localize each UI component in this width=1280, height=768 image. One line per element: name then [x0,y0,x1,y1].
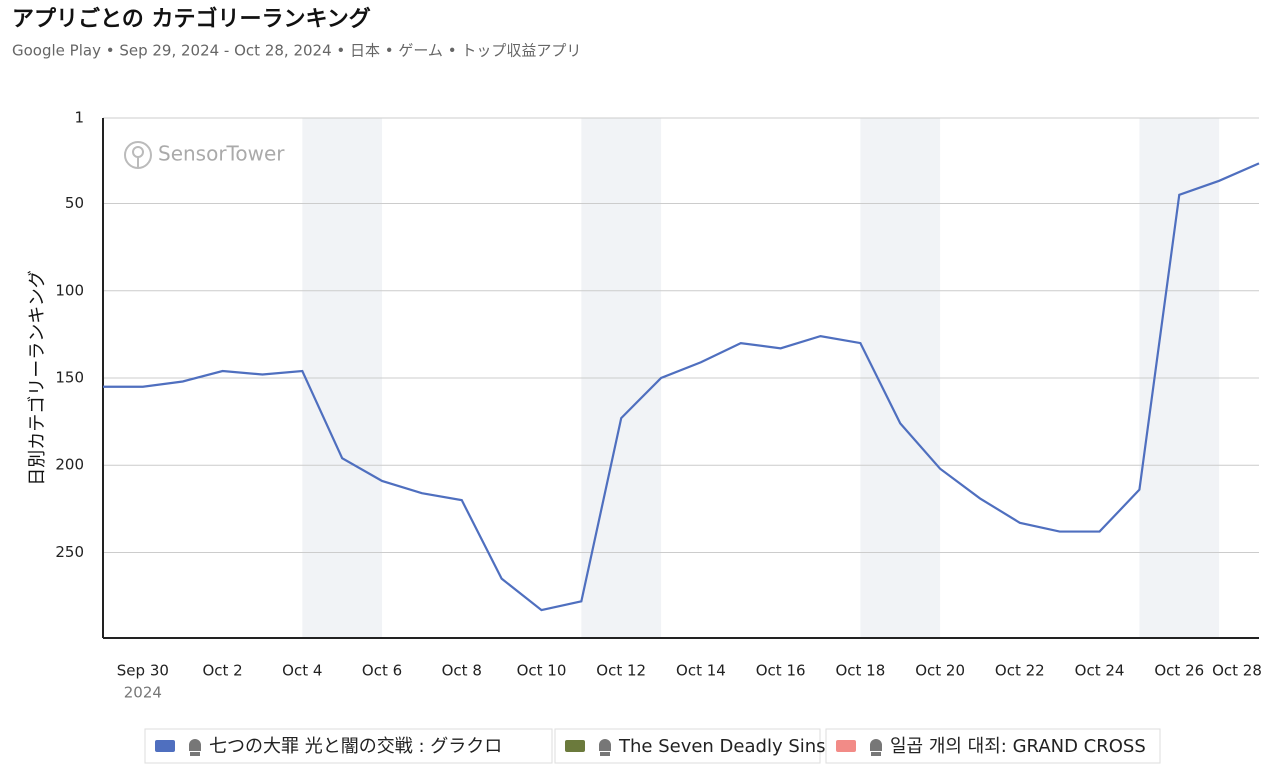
y-tick-label: 50 [65,194,84,212]
x-tick-label: Oct 10 [517,662,567,680]
legend-swatch [155,740,175,752]
x-tick-label: Oct 24 [1075,662,1125,680]
chart-subtitle: Google Play • Sep 29, 2024 - Oct 28, 202… [12,42,581,60]
x-tick-label: Oct 20 [915,662,965,680]
x-tick-label: Oct 4 [282,662,322,680]
android-icon [599,739,611,756]
x-tick-label: Oct 22 [995,662,1045,680]
watermark: SensorTower [158,142,285,166]
legend-swatch [565,740,585,752]
x-tick-label: Oct 6 [362,662,402,680]
y-tick-label: 250 [55,543,84,561]
chart-title: アプリごとの カテゴリーランキング [12,6,371,32]
android-icon [870,739,882,756]
x-tick-label: Oct 26 [1154,662,1204,680]
y-axis-label: 日別カテゴリーランキング [27,270,48,485]
x-tick-label: Sep 30 [117,662,169,680]
x-tick-label: Oct 16 [756,662,806,680]
x-tick-label: Oct 18 [835,662,885,680]
x-tick-label: Oct 28 [1212,662,1262,680]
y-tick-label: 200 [55,456,84,474]
legend-item: 七つの大罪 光と闇の交戦 : グラクロ [144,728,553,764]
y-tick-label: 150 [55,369,84,387]
legend-swatch [836,740,856,752]
x-tick-label: Oct 8 [442,662,482,680]
x-tick-label: Oct 2 [202,662,242,680]
x-tick-label: Oct 14 [676,662,726,680]
android-icon [189,739,201,756]
legend-item: The Seven Deadly Sins [554,728,826,764]
series-line [103,162,1260,612]
legend-label: 일곱 개의 대죄: GRAND CROSS [890,736,1146,757]
x-year-label: 2024 [124,684,162,702]
watermark-icon [124,141,152,169]
legend-item: 일곱 개의 대죄: GRAND CROSS [825,728,1161,764]
legend-label: The Seven Deadly Sins [618,736,826,757]
legend-label: 七つの大罪 光と闇の交戦 : グラクロ [209,736,502,757]
y-tick-label: 1 [74,109,84,127]
legend-box [144,728,553,764]
y-tick-label: 100 [55,281,84,299]
x-tick-label: Oct 12 [596,662,646,680]
